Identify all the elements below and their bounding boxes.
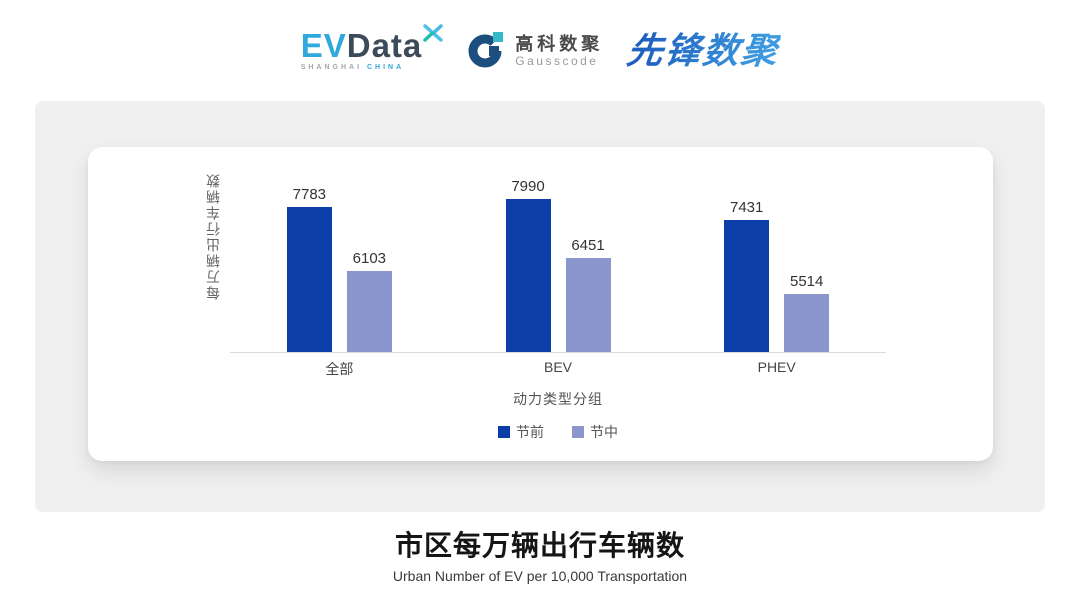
bar-节前-全部 [286, 206, 332, 352]
evdata-wordmark: EVData [301, 29, 423, 62]
bar-节中-全部 [346, 271, 392, 352]
bar-节前-BEV [505, 198, 551, 352]
bar-value-label: 7783 [292, 185, 327, 203]
bar-wrap: 7990 [505, 178, 551, 352]
evdata-logo: EVData SHANGHAI CHINA [301, 24, 445, 71]
chart-title: 市区每万辆出行车辆数 [394, 530, 685, 561]
legend-item-节前: 节前 [498, 422, 544, 442]
legend-item-节中: 节中 [572, 422, 618, 442]
bar-group-PHEV: 7431 5514 [667, 199, 886, 352]
bar-value-label: 6103 [352, 250, 387, 268]
legend-swatch [572, 426, 584, 438]
legend: 节前 节中 [230, 422, 886, 442]
chart-card: 每万辆出行车辆数 7783 6103 7990 6451 7431 5514 全部 BEV P… [88, 147, 993, 461]
bar-value-label: 6451 [571, 236, 605, 254]
evdata-china-text: CHINA [367, 64, 405, 71]
bar-节中-BEV [565, 257, 611, 352]
gausscode-logo: 高科数聚 Gausscode [468, 29, 603, 74]
bar-group-全部: 7783 6103 [230, 186, 449, 352]
bar-wrap: 6451 [565, 237, 611, 352]
legend-label: 节前 [516, 424, 544, 440]
x-tick-BEV: BEV [544, 359, 573, 375]
xianfeng-logo: 先锋数聚 [624, 30, 782, 71]
evdata-data-text: Data [346, 27, 423, 64]
bar-wrap: 6103 [346, 250, 392, 352]
bar-wrap: 7431 [724, 199, 770, 352]
bar-wrap: 7783 [286, 186, 332, 352]
bar-wrap: 5514 [784, 273, 830, 352]
chart-panel: 每万辆出行车辆数 7783 6103 7990 6451 7431 5514 全部 BEV P… [35, 101, 1045, 512]
chart-subtitle: Urban Number of EV per 10,000 Transporta… [392, 568, 688, 584]
evdata-subline: SHANGHAI CHINA [301, 64, 423, 71]
gausscode-cn-text: 高科数聚 [515, 34, 604, 54]
bar-value-label: 7990 [511, 177, 545, 195]
bar-value-label: 7431 [729, 199, 764, 217]
evdata-shanghai-text: SHANGHAI [300, 64, 363, 71]
x-tick-PHEV: PHEV [757, 359, 796, 375]
x-tick-row: 全部 BEV PHEV [230, 359, 886, 379]
bar-group-BEV: 7990 6451 [449, 178, 668, 352]
x-axis-line [230, 352, 886, 353]
x-axis-label: 动力类型分组 [513, 391, 603, 407]
bar-节中-PHEV [784, 293, 830, 352]
evdata-ev-text: EV [300, 27, 347, 64]
plot-area: 7783 6103 7990 6451 7431 5514 [230, 169, 886, 352]
y-axis-label: 每万辆出行车辆数 [205, 172, 221, 300]
bar-节前-PHEV [724, 220, 770, 352]
x-tick-全部: 全部 [325, 361, 354, 377]
gausscode-g-icon [468, 29, 507, 74]
gausscode-text-block: 高科数聚 Gausscode [515, 34, 603, 68]
header-logo-bar: EVData SHANGHAI CHINA [0, 18, 1080, 84]
bar-value-label: 5514 [789, 272, 824, 290]
gausscode-en-text: Gausscode [515, 54, 599, 68]
legend-label: 节中 [590, 424, 618, 440]
evdata-x-mark-icon [422, 23, 444, 48]
legend-swatch [498, 426, 510, 438]
